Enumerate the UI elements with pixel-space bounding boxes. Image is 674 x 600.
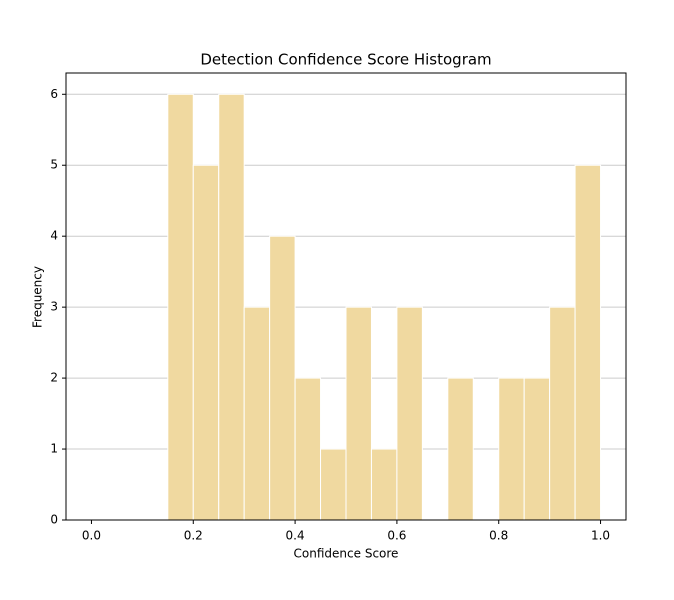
histogram-bar [523, 377, 551, 521]
histogram-bar [498, 377, 525, 521]
histogram-bar [549, 306, 576, 521]
x-tick-label: 0.2 [184, 529, 203, 543]
x-tick-label: 0.0 [82, 529, 101, 543]
y-tick-label: 0 [50, 513, 58, 527]
y-tick-label: 4 [50, 229, 58, 243]
histogram-bar [396, 306, 423, 521]
histogram-bar [269, 235, 296, 521]
y-tick-label: 2 [50, 371, 58, 385]
histogram-bar [574, 164, 602, 521]
histogram-bar [218, 93, 245, 521]
x-tick-label: 0.8 [489, 529, 508, 543]
histogram-bar [167, 93, 194, 521]
y-tick-label: 3 [50, 300, 58, 314]
y-tick-label: 5 [50, 158, 58, 172]
chart-title: Detection Confidence Score Histogram [200, 51, 491, 69]
x-tick-label: 0.6 [387, 529, 406, 543]
x-axis-label: Confidence Score [294, 547, 399, 561]
histogram-bar [192, 164, 220, 521]
x-tick-label: 1.0 [591, 529, 610, 543]
y-tick-label: 6 [50, 87, 58, 101]
histogram-bar [243, 306, 271, 521]
histogram-bar [447, 377, 474, 521]
x-tick-label: 0.4 [286, 529, 305, 543]
histogram-bar [345, 306, 372, 521]
y-tick-label: 1 [50, 442, 58, 456]
histogram-bar [320, 448, 347, 521]
plot-frame [65, 72, 627, 521]
y-axis-label: Frequency [31, 266, 45, 328]
histogram-bar [370, 448, 398, 521]
histogram-bar [294, 377, 322, 521]
